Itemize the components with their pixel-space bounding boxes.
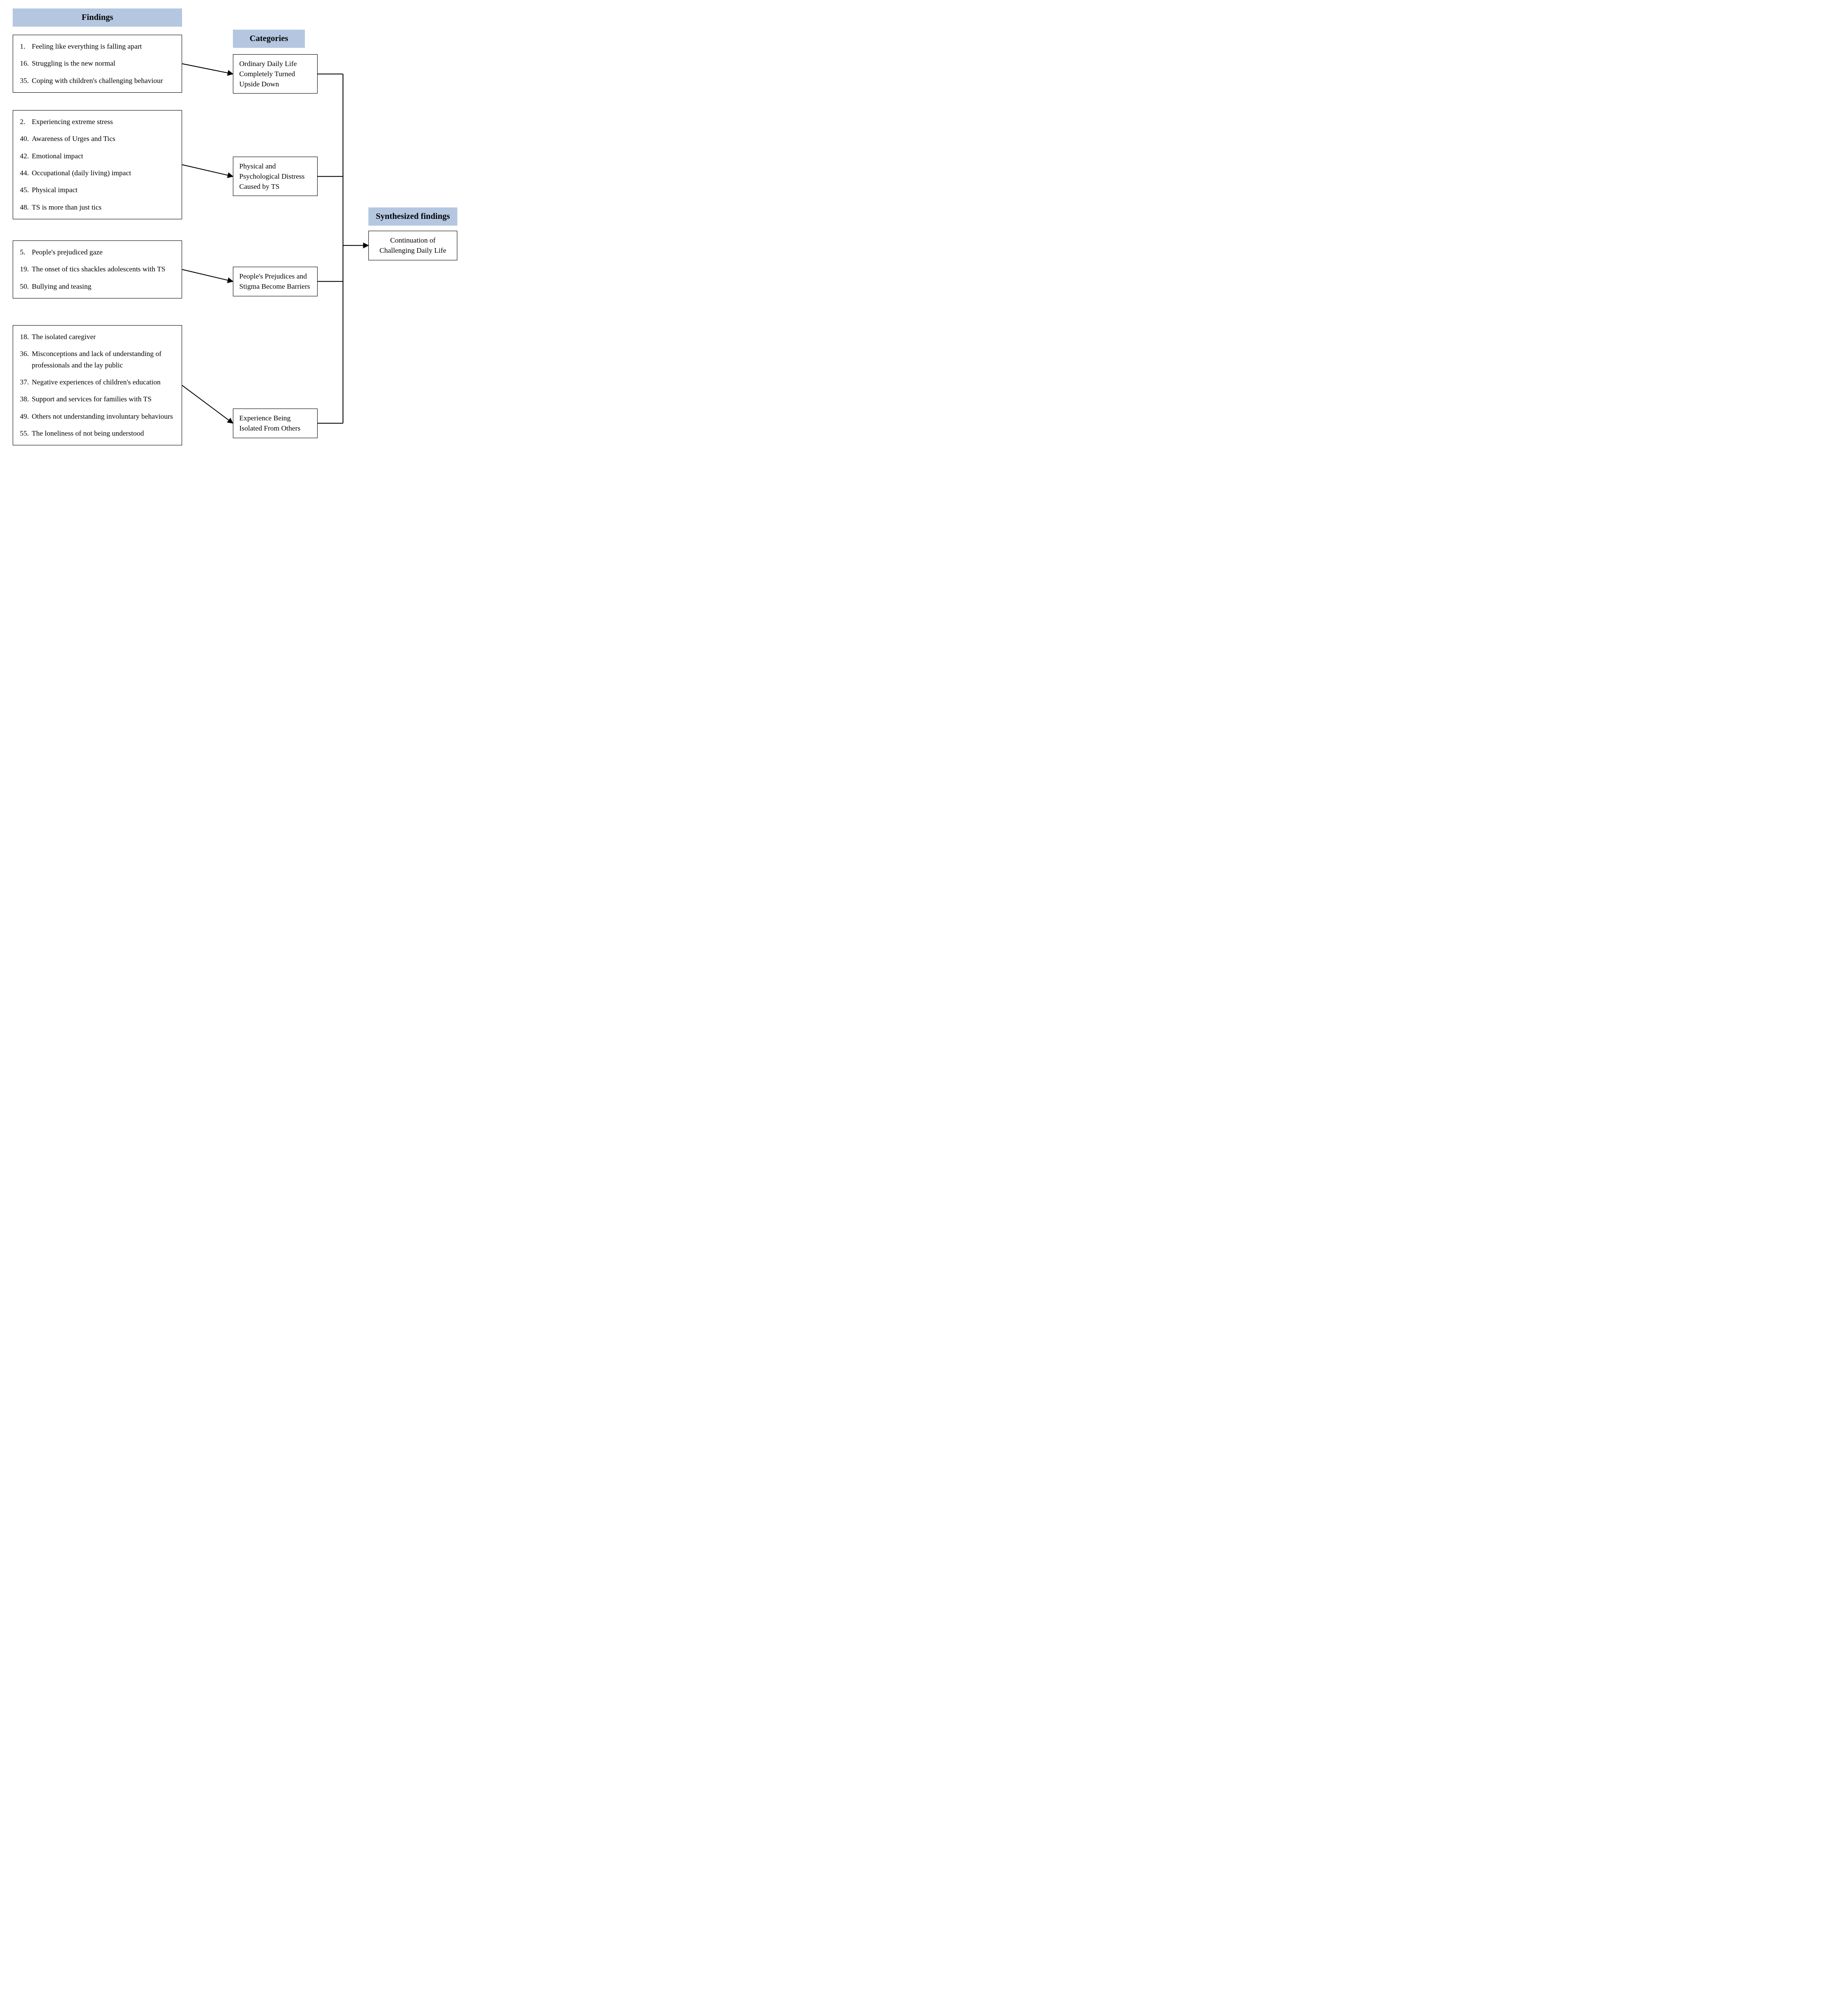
findings-item-text: Negative experiences of children's educa…	[32, 377, 160, 388]
findings-item-number: 37.	[20, 377, 32, 388]
findings-item: 40.Awareness of Urges and Tics	[20, 133, 175, 144]
findings-item: 2.Experiencing extreme stress	[20, 116, 175, 127]
header-synthesized-label: Synthesized findings	[376, 212, 450, 221]
category-label-1: Physical and Psychological Distress Caus…	[239, 162, 304, 191]
category-box-3: Experience Being Isolated From Others	[233, 409, 318, 438]
header-categories-label: Categories	[249, 34, 288, 43]
findings-item: 16.Struggling is the new normal	[20, 58, 175, 69]
findings-item-text: Awareness of Urges and Tics	[32, 133, 115, 144]
findings-item: 45.Physical impact	[20, 185, 175, 196]
findings-item-number: 50.	[20, 281, 32, 292]
findings-item-text: Experiencing extreme stress	[32, 116, 113, 127]
header-findings: Findings	[13, 8, 182, 27]
findings-item-number: 42.	[20, 151, 32, 162]
findings-item-number: 40.	[20, 133, 32, 144]
findings-group-3: 18.The isolated caregiver36.Misconceptio…	[13, 325, 182, 445]
header-findings-label: Findings	[82, 13, 113, 22]
category-label-3: Experience Being Isolated From Others	[239, 414, 300, 432]
findings-item: 35.Coping with children's challenging be…	[20, 75, 175, 86]
findings-item-number: 55.	[20, 428, 32, 439]
findings-item-text: People's prejudiced gaze	[32, 247, 102, 258]
findings-group-0: 1.Feeling like everything is falling apa…	[13, 35, 182, 93]
findings-item: 55.The loneliness of not being understoo…	[20, 428, 175, 439]
findings-item-text: The onset of tics shackles adolescents w…	[32, 264, 166, 275]
findings-item-number: 48.	[20, 202, 32, 213]
findings-item: 50.Bullying and teasing	[20, 281, 175, 292]
category-box-1: Physical and Psychological Distress Caus…	[233, 157, 318, 196]
findings-item-number: 36.	[20, 348, 32, 371]
findings-item: 18.The isolated caregiver	[20, 331, 175, 342]
category-box-0: Ordinary Daily Life Completely Turned Up…	[233, 54, 318, 94]
findings-item-text: Misconceptions and lack of understanding…	[32, 348, 175, 371]
findings-item: 48.TS is more than just tics	[20, 202, 175, 213]
findings-list-0: 1.Feeling like everything is falling apa…	[20, 41, 175, 86]
findings-item-text: TS is more than just tics	[32, 202, 102, 213]
findings-group-2: 5.People's prejudiced gaze19.The onset o…	[13, 240, 182, 298]
findings-item-text: Emotional impact	[32, 151, 83, 162]
findings-item: 42.Emotional impact	[20, 151, 175, 162]
header-synthesized: Synthesized findings	[368, 207, 457, 226]
findings-item: 44.Occupational (daily living) impact	[20, 168, 175, 179]
connector-arrow	[182, 165, 233, 177]
findings-list-3: 18.The isolated caregiver36.Misconceptio…	[20, 331, 175, 439]
findings-item-text: Occupational (daily living) impact	[32, 168, 131, 179]
findings-item-number: 44.	[20, 168, 32, 179]
findings-item-number: 16.	[20, 58, 32, 69]
findings-item-text: The isolated caregiver	[32, 331, 96, 342]
findings-item-number: 49.	[20, 411, 32, 422]
connector-arrow	[182, 385, 233, 423]
findings-item-text: Others not understanding involuntary beh…	[32, 411, 173, 422]
findings-group-1: 2.Experiencing extreme stress40.Awarenes…	[13, 110, 182, 219]
findings-item-number: 5.	[20, 247, 32, 258]
findings-item-text: Struggling is the new normal	[32, 58, 115, 69]
header-categories: Categories	[233, 30, 305, 48]
synthesized-label: Continuation of Challenging Daily Life	[379, 236, 446, 254]
findings-item-text: Physical impact	[32, 185, 77, 196]
findings-item: 37.Negative experiences of children's ed…	[20, 377, 175, 388]
findings-item: 36.Misconceptions and lack of understand…	[20, 348, 175, 371]
findings-item: 38.Support and services for families wit…	[20, 394, 175, 405]
category-label-0: Ordinary Daily Life Completely Turned Up…	[239, 60, 297, 88]
findings-item-text: Support and services for families with T…	[32, 394, 152, 405]
findings-list-1: 2.Experiencing extreme stress40.Awarenes…	[20, 116, 175, 213]
findings-list-2: 5.People's prejudiced gaze19.The onset o…	[20, 247, 175, 292]
findings-item: 19.The onset of tics shackles adolescent…	[20, 264, 175, 275]
findings-item-text: The loneliness of not being understood	[32, 428, 144, 439]
findings-item-number: 19.	[20, 264, 32, 275]
findings-item-text: Feeling like everything is falling apart	[32, 41, 142, 52]
category-label-2: People's Prejudices and Stigma Become Ba…	[239, 272, 310, 290]
diagram-root: Findings Categories Synthesized findings…	[8, 8, 466, 512]
findings-item-number: 38.	[20, 394, 32, 405]
synthesized-box: Continuation of Challenging Daily Life	[368, 231, 457, 260]
findings-item-text: Coping with children's challenging behav…	[32, 75, 163, 86]
findings-item-text: Bullying and teasing	[32, 281, 91, 292]
findings-item-number: 1.	[20, 41, 32, 52]
connector-arrow	[182, 64, 233, 74]
findings-item-number: 45.	[20, 185, 32, 196]
findings-item-number: 35.	[20, 75, 32, 86]
findings-item-number: 2.	[20, 116, 32, 127]
findings-item: 1.Feeling like everything is falling apa…	[20, 41, 175, 52]
connector-arrow	[182, 270, 233, 282]
category-box-2: People's Prejudices and Stigma Become Ba…	[233, 267, 318, 296]
findings-item-number: 18.	[20, 331, 32, 342]
findings-item: 49.Others not understanding involuntary …	[20, 411, 175, 422]
findings-item: 5.People's prejudiced gaze	[20, 247, 175, 258]
